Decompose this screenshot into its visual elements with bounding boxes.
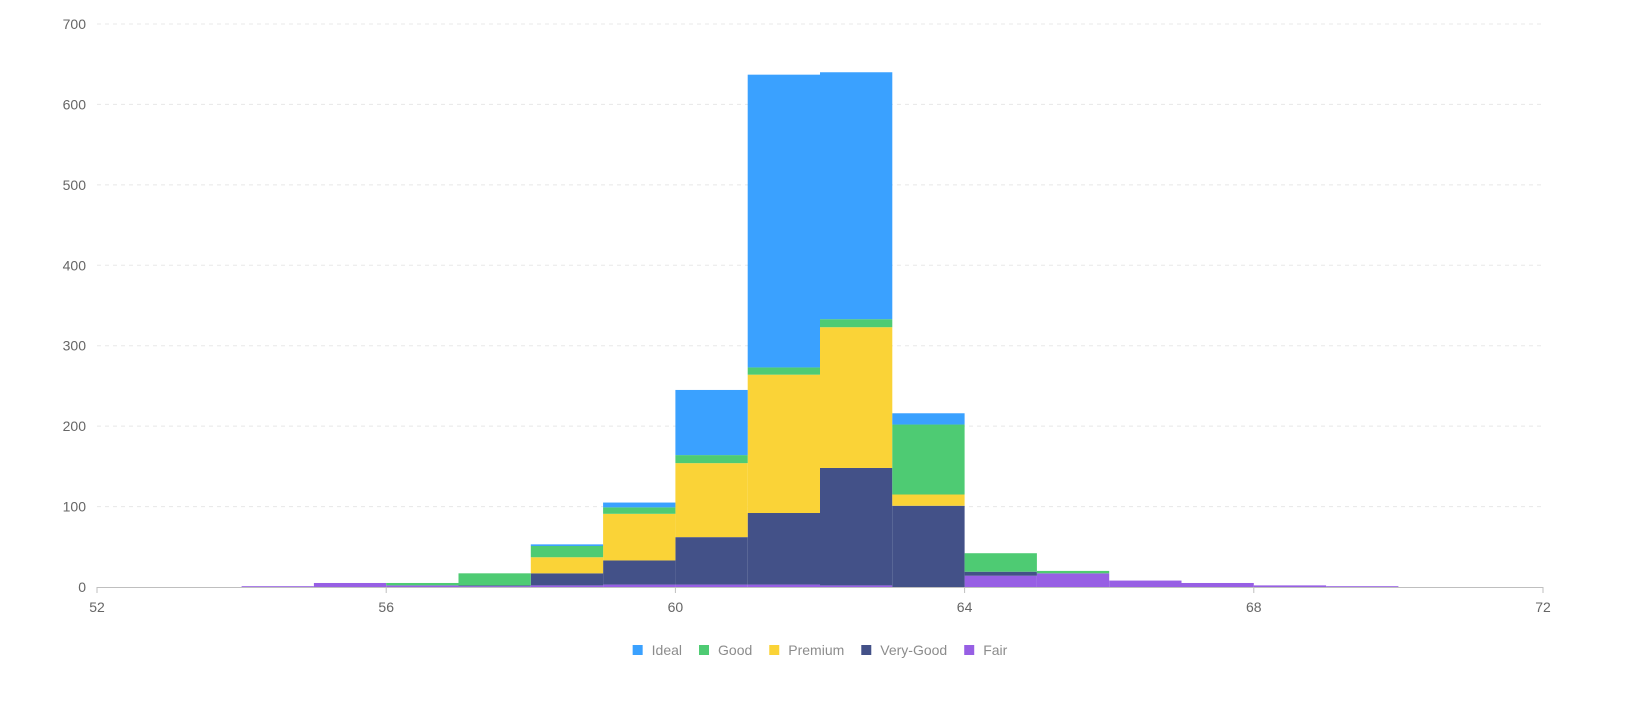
bar-segment[interactable] (892, 413, 965, 425)
bar-segment[interactable] (530, 585, 604, 587)
bar-segment[interactable] (675, 584, 748, 587)
legend-swatch (769, 645, 780, 655)
bar-segment[interactable] (892, 424, 965, 495)
legend-swatch (632, 645, 643, 655)
y-tick-label: 700 (63, 16, 87, 32)
x-tick-label: 60 (668, 599, 684, 615)
bar-segment[interactable] (241, 586, 314, 587)
x-tick-label: 68 (1246, 599, 1262, 615)
bar-segment[interactable] (820, 327, 893, 468)
bar-segment[interactable] (747, 74, 820, 368)
series-good (386, 319, 1110, 586)
x-tick-label: 64 (957, 599, 973, 615)
bar-segment[interactable] (892, 494, 965, 506)
bar-segment[interactable] (820, 319, 893, 328)
legend-label: Premium (788, 642, 844, 658)
x-tick-label: 52 (89, 599, 105, 615)
legend-item-ideal[interactable]: Ideal (632, 642, 682, 658)
bar-segment[interactable] (820, 72, 893, 320)
bar-segment[interactable] (820, 467, 893, 586)
x-tick-label: 56 (378, 599, 394, 615)
bar-segment[interactable] (458, 585, 531, 587)
bar-segment[interactable] (964, 553, 1037, 572)
bar-segment[interactable] (603, 507, 676, 514)
series-very-good (458, 467, 1037, 587)
legend-item-good[interactable]: Good (699, 642, 752, 658)
bar-segment[interactable] (603, 502, 676, 508)
bar-segment[interactable] (1109, 580, 1182, 587)
bar-segment[interactable] (530, 544, 604, 546)
bar-segment[interactable] (386, 582, 459, 586)
bar-segment[interactable] (603, 560, 676, 585)
bar-segment[interactable] (675, 463, 748, 538)
bar-segment[interactable] (530, 573, 604, 586)
bar-segment[interactable] (1036, 570, 1110, 574)
bar-segment[interactable] (747, 374, 820, 514)
series-ideal (530, 72, 965, 546)
bar-segment[interactable] (313, 582, 387, 587)
legend-label: Good (718, 642, 752, 658)
bar-segment[interactable] (530, 545, 604, 558)
bar-segment[interactable] (603, 584, 676, 587)
legend-label: Very-Good (880, 642, 947, 658)
legend-item-very-good[interactable]: Very-Good (861, 642, 947, 658)
legend-label: Fair (983, 642, 1007, 658)
y-tick-label: 200 (63, 418, 87, 434)
legend-item-premium[interactable]: Premium (769, 642, 844, 658)
bar-segment[interactable] (386, 585, 459, 587)
bar-segment[interactable] (747, 367, 820, 375)
legend-swatch (861, 645, 872, 655)
bar-segment[interactable] (1036, 573, 1110, 587)
bar-segment[interactable] (1181, 582, 1254, 587)
bar-segment[interactable] (964, 571, 1037, 576)
y-tick-label: 400 (63, 257, 87, 273)
bar-segment[interactable] (747, 584, 820, 587)
bar-segment[interactable] (675, 389, 748, 456)
bar-segment[interactable] (458, 586, 531, 587)
legend-label: Ideal (652, 642, 682, 658)
bar-segment[interactable] (458, 573, 531, 586)
bar-segment[interactable] (675, 537, 748, 585)
y-tick-label: 500 (63, 177, 87, 193)
legend-swatch (699, 645, 710, 655)
series-fair (241, 573, 1399, 587)
y-tick-label: 600 (63, 96, 87, 112)
legend: Ideal Good Premium Very-Good Fair (632, 642, 1008, 658)
bar-segment[interactable] (530, 557, 604, 574)
bar-segment[interactable] (675, 455, 748, 464)
bar-segment[interactable] (1253, 585, 1327, 587)
bars (241, 72, 1399, 587)
y-tick-label: 0 (78, 579, 86, 595)
bar-segment[interactable] (892, 505, 965, 587)
legend-swatch (964, 645, 975, 655)
bar-segment[interactable] (603, 513, 676, 561)
bar-segment[interactable] (820, 585, 893, 587)
axes: 0 100 200 300 400 500 600 700 52 56 60 64 68 72 (63, 16, 1551, 615)
bar-segment[interactable] (747, 513, 820, 585)
bar-segment[interactable] (1326, 586, 1399, 587)
x-tick-label: 72 (1535, 599, 1551, 615)
y-tick-label: 100 (63, 499, 87, 515)
bar-segment[interactable] (964, 575, 1037, 587)
legend-item-fair[interactable]: Fair (964, 642, 1008, 658)
y-tick-label: 300 (63, 338, 87, 354)
series-premium (530, 327, 965, 574)
